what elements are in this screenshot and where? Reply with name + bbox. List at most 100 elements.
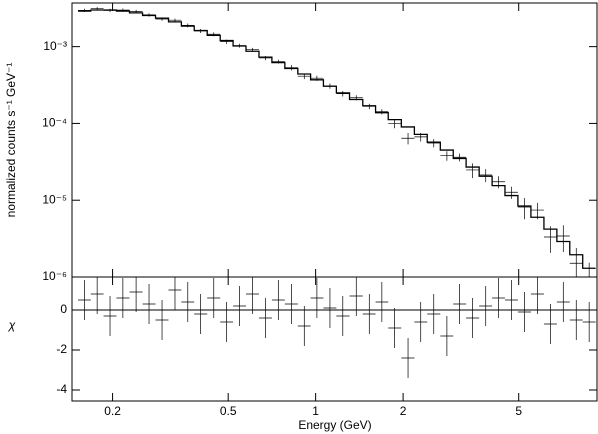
spectrum-group (78, 7, 596, 277)
x-tick-label: 1 (312, 404, 319, 418)
residual-point (142, 284, 156, 324)
data-point (323, 83, 337, 89)
data-point (168, 18, 182, 22)
residual-point (181, 282, 195, 322)
data-point (258, 55, 272, 61)
residual-point (194, 294, 208, 334)
data-point (362, 103, 376, 110)
data-point (556, 225, 570, 252)
residual-point (168, 277, 182, 310)
model-step (78, 9, 596, 269)
data-point (90, 7, 104, 11)
residual-point (479, 286, 493, 326)
y2-tick-label: -2 (56, 342, 67, 356)
data-point (530, 202, 544, 220)
data-point (284, 65, 298, 71)
data-point (453, 153, 467, 162)
residual-point (517, 292, 531, 332)
residual-point (258, 298, 272, 338)
data-point (78, 8, 91, 12)
x-tick-label: 0.2 (104, 404, 121, 418)
residual-point (375, 282, 389, 322)
y-tick-label: 10⁻⁵ (42, 192, 67, 206)
residual-point (492, 278, 505, 318)
data-point (220, 39, 234, 44)
data-point (271, 59, 285, 64)
residual-point (362, 294, 376, 334)
data-point (233, 43, 246, 48)
y-tick-label: 10⁻⁴ (42, 116, 67, 130)
data-point (492, 176, 505, 189)
data-point (129, 9, 143, 14)
data-point (207, 32, 221, 37)
data-point (297, 73, 311, 80)
residual-point (504, 280, 518, 320)
data-point (569, 247, 583, 277)
residual-point (155, 300, 169, 340)
residual-point (453, 284, 467, 324)
y-tick-label: 10⁻³ (43, 39, 67, 53)
residual-point (284, 284, 298, 324)
data-point (588, 262, 590, 277)
data-point (440, 151, 454, 161)
residual-point (233, 286, 246, 326)
residual-group (78, 277, 596, 378)
data-point (479, 169, 493, 183)
residual-point (220, 302, 234, 342)
x-tick-label: 5 (515, 404, 522, 418)
data-point (375, 109, 389, 115)
y2-tick-label: -4 (56, 382, 67, 396)
residual-point (207, 278, 221, 318)
residual-point (90, 277, 104, 314)
residual-point (466, 298, 480, 338)
residual-point (530, 277, 544, 314)
data-point (401, 133, 415, 145)
data-point (504, 186, 518, 199)
residual-point (323, 288, 337, 328)
data-point (310, 75, 324, 81)
residual-point (388, 308, 402, 348)
y-axis-label: normalized counts s⁻¹ GeV⁻¹ (4, 63, 18, 218)
data-point (194, 28, 208, 34)
data-point (103, 8, 117, 13)
residual-point (582, 302, 596, 342)
plot-frame (71, 2, 598, 278)
residual-point (543, 304, 557, 344)
data-point (155, 17, 169, 21)
x-tick-label: 2 (400, 404, 407, 418)
residual-point (440, 316, 454, 356)
data-point (466, 163, 480, 179)
data-point (427, 139, 441, 148)
residual-point (271, 280, 285, 320)
data-point (181, 23, 195, 28)
residual-point (556, 282, 570, 322)
y2-tick-label: 0 (60, 302, 67, 316)
residual-point (427, 294, 441, 334)
y2-axis-label: χ (8, 318, 16, 332)
data-point (116, 8, 130, 12)
data-point (388, 119, 402, 129)
data-point (245, 47, 259, 52)
residual-point (414, 302, 428, 342)
residual-point (569, 300, 583, 340)
residual-point (310, 278, 324, 318)
residual-point (336, 296, 350, 336)
residual-point (103, 296, 117, 336)
y-tick-label: 10⁻⁶ (42, 269, 67, 283)
residual-point (349, 277, 363, 316)
data-point (142, 13, 156, 17)
residual-point (129, 277, 143, 312)
data-point (414, 132, 428, 142)
residual-point (401, 338, 415, 378)
residual-point (297, 306, 311, 346)
residual-point (245, 277, 259, 314)
x-tick-label: 0.5 (220, 404, 237, 418)
residual-point (116, 278, 130, 318)
data-point (543, 226, 557, 253)
data-point (336, 91, 350, 97)
x-axis-label: Energy (GeV) (298, 418, 371, 432)
data-point (517, 198, 531, 220)
residual-frame (71, 276, 598, 402)
residual-point (78, 280, 91, 320)
